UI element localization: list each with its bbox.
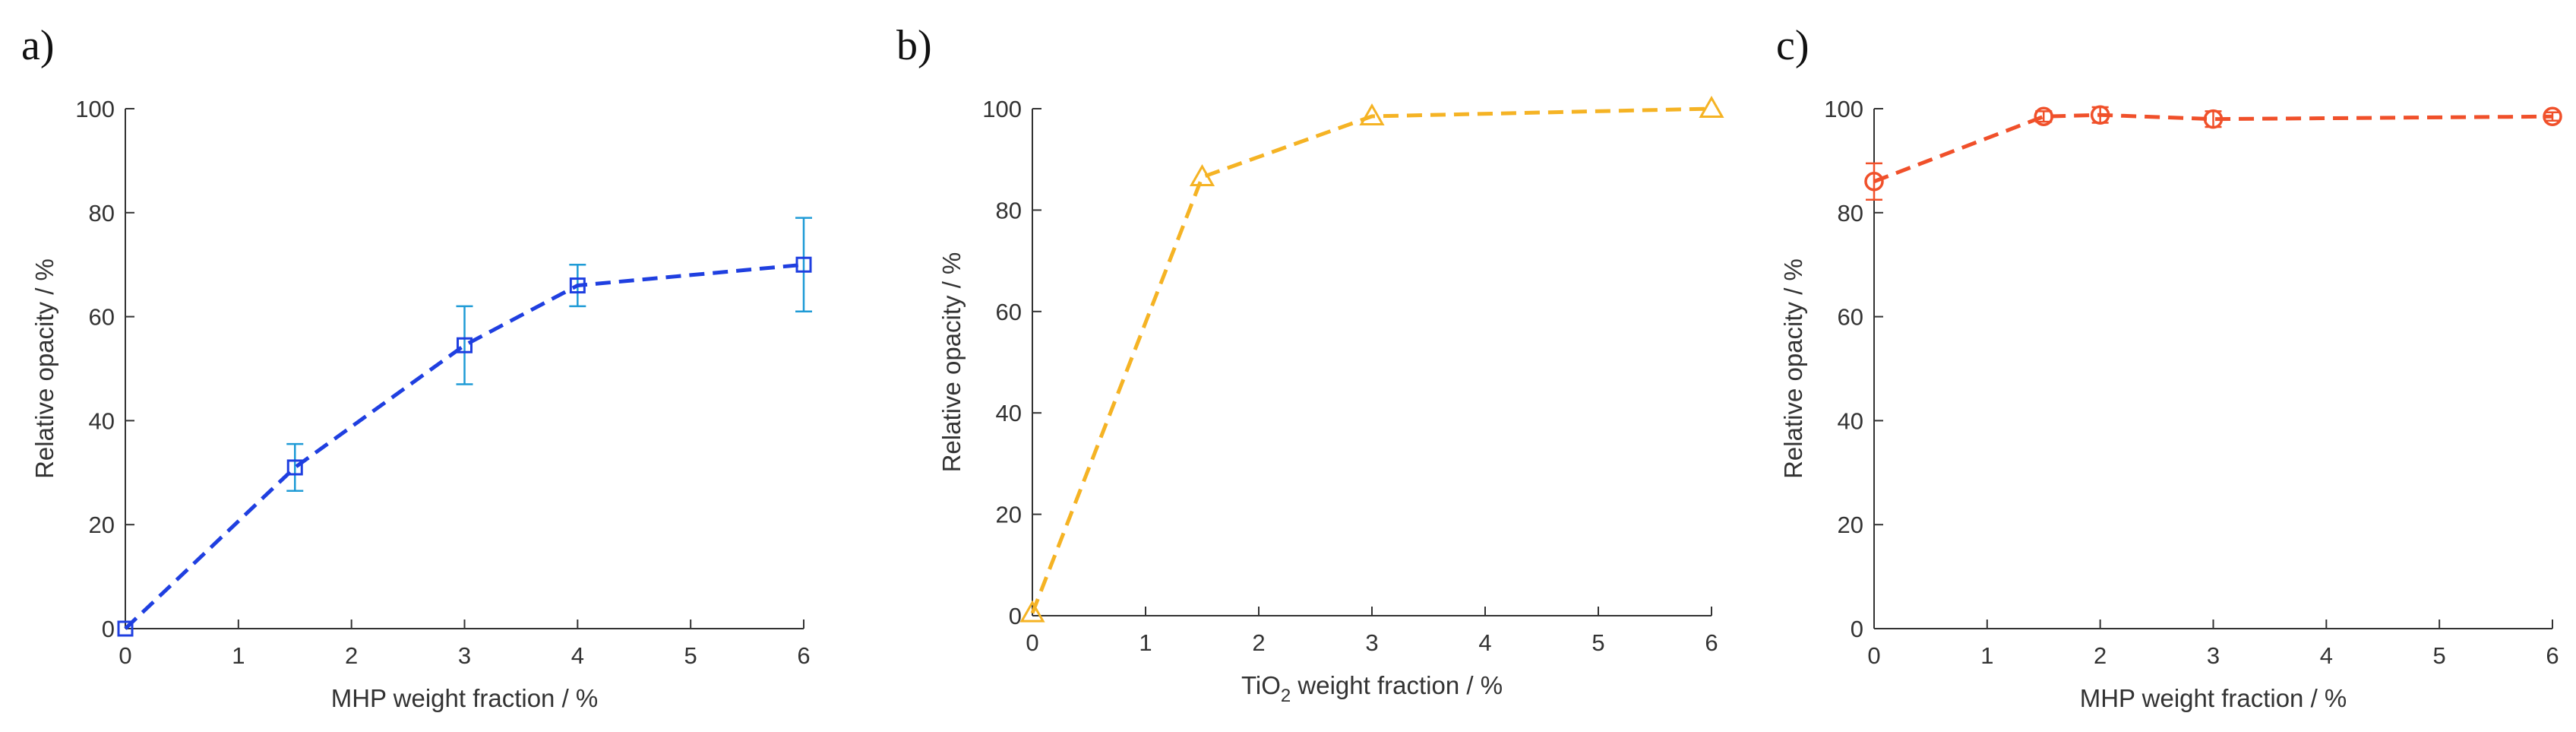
y-tick-label: 40 [1838,407,1863,434]
data-point-square [795,256,812,273]
x-axis-label-main: TiO [1241,671,1281,699]
y-tick-label: 20 [996,502,1022,528]
x-tick-label: 2 [345,642,358,669]
series-line [1873,112,2553,184]
y-axis-label: Relative opacity / % [937,252,966,473]
x-tick-label: 1 [232,642,245,669]
y-tick-label: 0 [1851,616,1863,642]
x-tick-label: 1 [1139,629,1152,656]
x-tick-label: 5 [684,642,697,669]
data-point-circle [2090,105,2110,125]
x-tick-label: 3 [458,642,471,669]
data-point-triangle [1189,164,1215,187]
x-tick-label: 2 [2094,642,2107,669]
y-tick-label: 20 [89,512,115,538]
data-point-triangle [1019,600,1045,623]
data-point-triangle [1699,95,1724,118]
data-point-circle [2543,106,2562,127]
panel-label: c) [1776,22,1810,69]
x-tick-label: 1 [1980,642,1993,669]
y-tick-label: 40 [996,400,1022,426]
y-tick-label: 80 [1838,200,1863,227]
y-tick-label: 80 [996,197,1022,223]
x-axis-label-rest: weight fraction / % [1291,671,1503,699]
x-tick-label: 4 [571,642,584,669]
x-tick-label: 3 [2207,642,2220,669]
panel-label: b) [896,22,932,69]
x-axis-label: MHP weight fraction / % [331,684,599,712]
x-tick-label: 5 [1591,629,1604,656]
x-axis-label-main: MHP weight fraction / % [331,684,599,712]
y-tick-label: 100 [75,96,115,122]
y-tick-label: 0 [1009,603,1022,629]
y-tick-label: 0 [102,616,115,642]
x-axis-label: TiO2 weight fraction / % [1241,671,1503,706]
y-tick-label: 60 [1838,304,1863,331]
panel-label: a) [21,22,55,69]
x-axis-label: MHP weight fraction / % [2080,684,2347,712]
y-tick-label: 60 [89,304,115,331]
x-tick-label: 0 [1867,642,1880,669]
y-tick-label: 80 [89,200,115,227]
series-line [1030,106,1712,614]
y-axis-label: Relative opacity / % [30,258,58,479]
x-axis-label-main: MHP weight fraction / % [2080,684,2347,712]
x-tick-label: 6 [2546,642,2559,669]
data-point-triangle [1359,103,1385,126]
y-tick-label: 40 [89,407,115,434]
y-tick-label: 60 [996,299,1022,325]
x-axis-label-subscript: 2 [1281,686,1291,706]
x-tick-label: 2 [1252,629,1265,656]
y-tick-label: 20 [1838,512,1863,538]
y-axis-label: Relative opacity / % [1779,258,1807,479]
data-point-square [286,459,303,476]
x-tick-label: 4 [2320,642,2333,669]
series-line [124,262,804,630]
data-point-circle [2203,109,2224,129]
y-tick-label: 100 [1824,96,1863,122]
x-tick-label: 5 [2433,642,2446,669]
data-point-square [457,337,473,353]
data-point-circle [2034,106,2053,127]
x-tick-label: 0 [119,642,131,669]
x-tick-label: 6 [1705,629,1718,656]
x-tick-label: 6 [797,642,810,669]
y-tick-label: 100 [982,96,1022,122]
x-tick-label: 4 [1478,629,1491,656]
x-tick-label: 3 [1365,629,1378,656]
x-tick-label: 0 [1026,629,1038,656]
data-point-square [117,620,134,637]
data-point-circle [1864,172,1884,192]
data-point-square [569,277,586,294]
